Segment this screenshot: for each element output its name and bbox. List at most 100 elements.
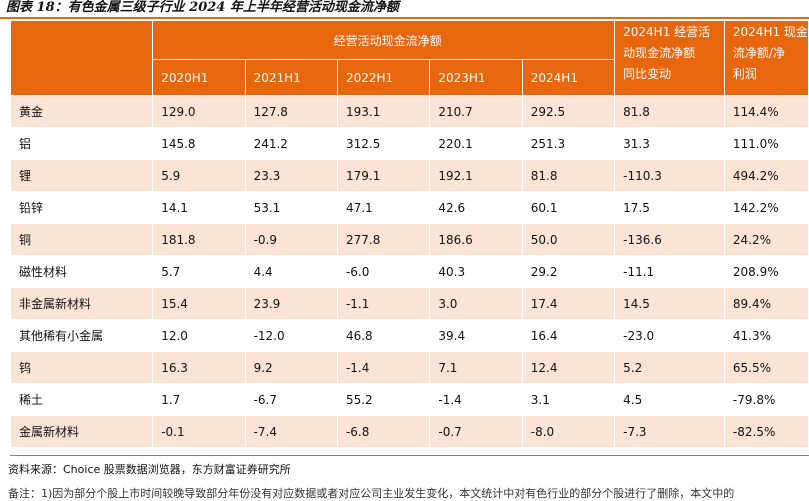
cell-v5: 292.5	[521, 95, 616, 128]
header-blank-cell	[9, 20, 154, 96]
cell-v2: 241.2	[244, 127, 338, 160]
table-row: 金属新材料 -0.1 -7.4 -6.8 -0.7 -8.0 -7.3 -82.5%	[9, 415, 809, 448]
cell-v3: 55.2	[336, 383, 431, 416]
cell-v3: -1.4	[336, 351, 431, 384]
cell-v3: 46.8	[336, 319, 431, 352]
table-row: 其他稀有小金属 12.0 -12.0 46.8 39.4 16.4 -23.0 41.3%	[9, 319, 809, 352]
header-ratio-line2: 流净额/净	[732, 46, 785, 60]
cell-v5: 251.3	[521, 127, 616, 160]
row-label: 铜	[9, 223, 154, 256]
cell-v5: 29.2	[521, 255, 616, 288]
table-row: 铝 145.8 241.2 312.5 220.1 251.3 31.3 111.0%	[9, 127, 809, 160]
cell-v5: 3.1	[521, 383, 616, 416]
table-bottom-rule	[10, 455, 809, 456]
cell-v3: -6.8	[336, 415, 431, 448]
cell-ratio: 65.5%	[723, 351, 809, 384]
header-ratio-line1: 2024H1 现金	[732, 25, 808, 39]
cell-v4: 210.7	[429, 95, 523, 128]
cell-chg: -136.6	[614, 223, 725, 256]
cell-v1: 16.3	[152, 351, 246, 384]
table-row: 非金属新材料 15.4 23.9 -1.1 3.0 17.4 14.5 89.4%	[9, 287, 809, 320]
cell-v5: 16.4	[521, 319, 616, 352]
cell-v2: -0.9	[244, 223, 338, 256]
cell-v2: 23.9	[244, 287, 338, 320]
row-label: 磁性材料	[9, 255, 154, 288]
header-group-label: 经营活动现金流净额	[152, 20, 616, 60]
cell-v1: 15.4	[152, 287, 246, 320]
cell-ratio: 41.3%	[723, 319, 809, 352]
header-change-line1: 2024H1 经营活	[623, 25, 711, 39]
cell-ratio: 142.2%	[723, 191, 809, 224]
cell-ratio: 494.2%	[723, 159, 809, 192]
cell-chg: 4.5	[614, 383, 725, 416]
cell-chg: 81.8	[614, 95, 725, 128]
header-change: 2024H1 经营活 动现金流净额 同比变动	[614, 20, 725, 96]
source-note: 资料来源：Choice 股票数据浏览器，东方财富证券研究所	[8, 463, 291, 476]
cell-v5: 81.8	[521, 159, 616, 192]
table-row: 磁性材料 5.7 4.4 -6.0 40.3 29.2 -11.1 208.9%	[9, 255, 809, 288]
figure-title: 图表 18：有色金属三级子行业 2024 年上半年经营活动现金流净额	[6, 0, 399, 15]
cell-v3: 47.1	[336, 191, 431, 224]
cell-v4: 220.1	[429, 127, 523, 160]
cell-v3: 312.5	[336, 127, 431, 160]
table-row: 稀土 1.7 -6.7 55.2 -1.4 3.1 4.5 -79.8%	[9, 383, 809, 416]
cell-v4: -0.7	[429, 415, 523, 448]
cell-chg: -11.1	[614, 255, 725, 288]
cell-v2: 53.1	[244, 191, 338, 224]
title-rule	[0, 17, 809, 19]
cashflow-table: 经营活动现金流净额 2024H1 经营活 动现金流净额 同比变动 2024H1 …	[9, 20, 809, 448]
cell-v5: -8.0	[521, 415, 616, 448]
cell-chg: 17.5	[614, 191, 725, 224]
cell-v3: -6.0	[336, 255, 431, 288]
cell-v4: 7.1	[429, 351, 523, 384]
cell-v4: 40.3	[429, 255, 523, 288]
cell-v5: 50.0	[521, 223, 616, 256]
row-label: 金属新材料	[9, 415, 154, 448]
cell-v1: 129.0	[152, 95, 246, 128]
cell-v5: 17.4	[521, 287, 616, 320]
cell-chg: -110.3	[614, 159, 725, 192]
cell-v1: -0.1	[152, 415, 246, 448]
header-year: 2023H1	[429, 59, 523, 96]
cell-v2: -7.4	[244, 415, 338, 448]
header-year: 2024H1	[521, 59, 616, 96]
table-row: 锂 5.9 23.3 179.1 192.1 81.8 -110.3 494.2%	[9, 159, 809, 192]
cell-ratio: 208.9%	[723, 255, 809, 288]
cell-chg: -7.3	[614, 415, 725, 448]
header-year: 2022H1	[336, 59, 431, 96]
cell-v3: -1.1	[336, 287, 431, 320]
table-row: 黄金 129.0 127.8 193.1 210.7 292.5 81.8 114.4%	[9, 95, 809, 128]
cell-v1: 5.9	[152, 159, 246, 192]
cell-ratio: 24.2%	[723, 223, 809, 256]
cell-chg: 5.2	[614, 351, 725, 384]
row-label: 锂	[9, 159, 154, 192]
header-change-line2: 动现金流净额	[623, 46, 696, 60]
cell-v3: 277.8	[336, 223, 431, 256]
cell-v1: 145.8	[152, 127, 246, 160]
row-label: 其他稀有小金属	[9, 319, 154, 352]
row-label: 稀土	[9, 383, 154, 416]
header-change-line3: 同比变动	[623, 67, 672, 81]
cell-chg: 14.5	[614, 287, 725, 320]
row-label: 非金属新材料	[9, 287, 154, 320]
row-label: 黄金	[9, 95, 154, 128]
cell-v2: 4.4	[244, 255, 338, 288]
cell-v4: 42.6	[429, 191, 523, 224]
cell-v2: -6.7	[244, 383, 338, 416]
cell-v1: 181.8	[152, 223, 246, 256]
header-ratio-line3: 利润	[732, 67, 757, 81]
cell-v4: 3.0	[429, 287, 523, 320]
cell-v4: 39.4	[429, 319, 523, 352]
cell-v3: 193.1	[336, 95, 431, 128]
row-label: 钨	[9, 351, 154, 384]
table-body: 黄金 129.0 127.8 193.1 210.7 292.5 81.8 114.4% 铝 14…	[9, 95, 809, 448]
header-ratio: 2024H1 现金 流净额/净 利润	[723, 20, 809, 96]
cell-v2: 127.8	[244, 95, 338, 128]
cell-v5: 60.1	[521, 191, 616, 224]
cell-v2: 9.2	[244, 351, 338, 384]
cell-v5: 12.4	[521, 351, 616, 384]
cell-ratio: -82.5%	[723, 415, 809, 448]
table-row: 铅锌 14.1 53.1 47.1 42.6 60.1 17.5 142.2%	[9, 191, 809, 224]
cell-ratio: -79.8%	[723, 383, 809, 416]
cell-v2: -12.0	[244, 319, 338, 352]
